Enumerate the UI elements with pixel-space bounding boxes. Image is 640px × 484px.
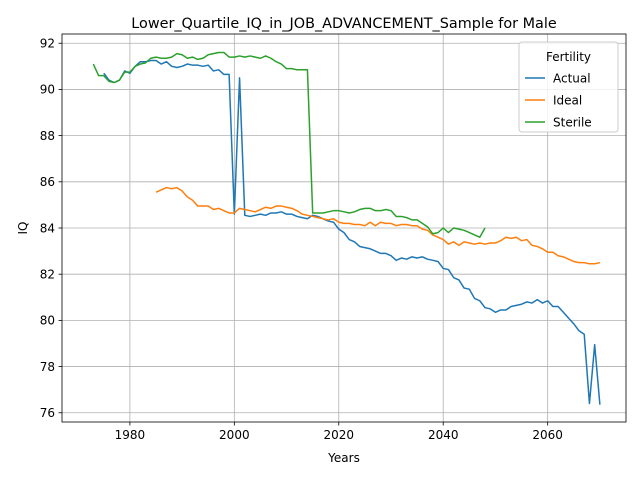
x-tick-label: 2040 xyxy=(428,428,459,442)
series-line-ideal xyxy=(155,186,601,265)
y-axis-label: IQ xyxy=(16,222,30,235)
series-line-sterile xyxy=(92,51,486,238)
y-tick-label: 84 xyxy=(40,221,55,235)
y-tick-label: 90 xyxy=(40,83,55,97)
legend-label-sterile: Sterile xyxy=(553,115,592,129)
series-lines xyxy=(92,51,601,405)
x-tick-label: 2000 xyxy=(219,428,250,442)
legend-title: Fertility xyxy=(546,50,591,64)
legend-entries: Actual Ideal Sterile xyxy=(525,71,592,129)
x-tick-label: 1980 xyxy=(115,428,146,442)
y-tick-label: 76 xyxy=(40,406,55,420)
series-line-actual xyxy=(103,59,601,405)
y-tick-label: 80 xyxy=(40,314,55,328)
x-tick-label: 2020 xyxy=(324,428,355,442)
legend-label-actual: Actual xyxy=(553,71,591,85)
y-tick-label: 86 xyxy=(40,175,55,189)
axis-ticks: 1980 2000 2020 2040 2060 76 78 80 82 84 86 88 90 92 xyxy=(40,37,563,442)
x-tick-label: 2060 xyxy=(532,428,563,442)
y-tick-label: 78 xyxy=(40,360,55,374)
y-tick-label: 88 xyxy=(40,129,55,143)
y-tick-label: 92 xyxy=(40,37,55,51)
legend-box xyxy=(518,41,619,133)
y-tick-label: 82 xyxy=(40,267,55,281)
chart-title: Lower_Quartile_IQ_in_JOB_ADVANCEMENT_Sam… xyxy=(131,16,557,32)
legend-label-ideal: Ideal xyxy=(553,93,582,107)
x-axis-label: Years xyxy=(327,451,360,465)
legend: Fertility Actual Ideal Sterile xyxy=(518,41,619,133)
